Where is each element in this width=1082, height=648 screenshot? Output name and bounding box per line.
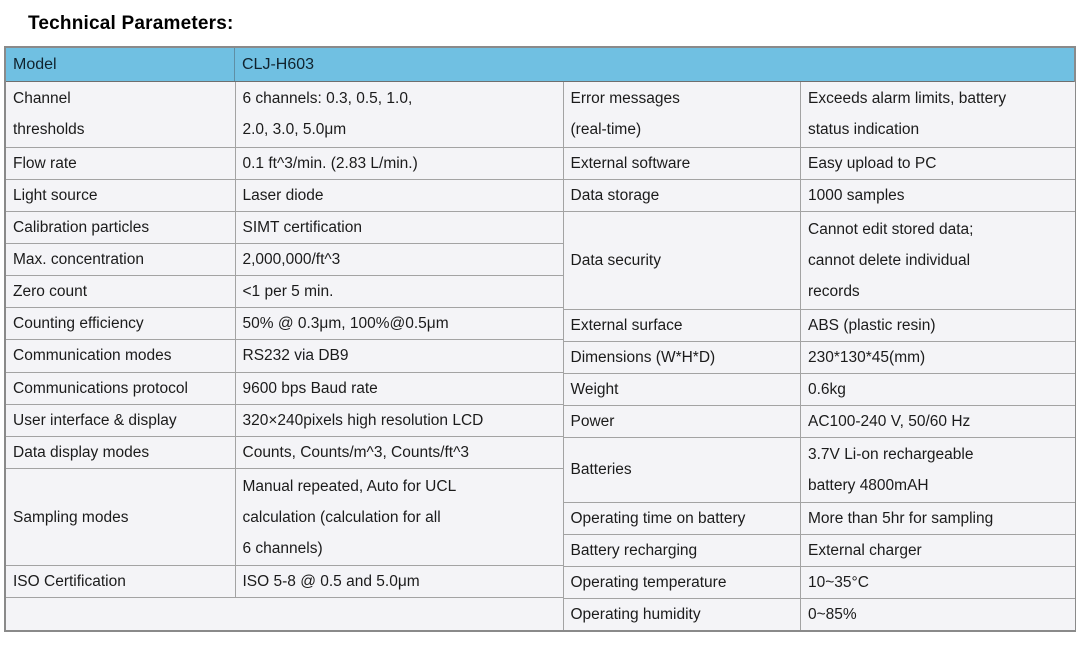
table-row: Counting efficiency 50% @ 0.3μm, 100%@0.… bbox=[6, 307, 564, 341]
param-value: 320×240pixels high resolution LCD bbox=[235, 404, 564, 437]
table-row: Data display modes Counts, Counts/m^3, C… bbox=[6, 436, 564, 469]
param-label: Data security bbox=[563, 211, 801, 310]
table-row: Data security Cannot edit stored data; c… bbox=[563, 211, 1075, 310]
table-row: Data storage 1000 samples bbox=[563, 179, 1075, 212]
param-label: User interface & display bbox=[6, 404, 236, 437]
param-value: Laser diode bbox=[235, 179, 564, 212]
param-label: Flow rate bbox=[6, 147, 236, 180]
right-spec-table: Error messages (real-time) Exceeds alarm… bbox=[563, 82, 1075, 630]
table-row: ISO Certification ISO 5-8 @ 0.5 and 5.0μ… bbox=[6, 565, 564, 599]
param-label: Operating time on battery bbox=[563, 502, 801, 535]
param-label: Power bbox=[563, 405, 801, 438]
param-value: 0.6kg bbox=[800, 373, 1075, 406]
page-title: Technical Parameters: bbox=[28, 13, 234, 34]
param-value: External charger bbox=[800, 534, 1075, 567]
param-value: 0~85% bbox=[800, 598, 1075, 630]
table-body: Channel thresholds 6 channels: 0.3, 0.5,… bbox=[6, 82, 1075, 630]
param-value: Counts, Counts/m^3, Counts/ft^3 bbox=[235, 436, 564, 469]
table-row: External software Easy upload to PC bbox=[563, 147, 1075, 180]
param-label: Counting efficiency bbox=[6, 307, 236, 341]
param-label: Max. concentration bbox=[6, 243, 236, 277]
empty-cell bbox=[6, 597, 564, 630]
table-row: Max. concentration 2,000,000/ft^3 bbox=[6, 243, 564, 277]
param-label: Batteries bbox=[563, 437, 801, 503]
param-value: Manual repeated, Auto for UCL calculatio… bbox=[235, 468, 564, 567]
param-value: 9600 bps Baud rate bbox=[235, 372, 564, 405]
table-row: Operating humidity 0~85% bbox=[563, 598, 1075, 630]
param-value: AC100-240 V, 50/60 Hz bbox=[800, 405, 1075, 438]
param-value: 3.7V Li-on rechargeable battery 4800mAH bbox=[800, 437, 1075, 503]
param-value: 10~35°C bbox=[800, 566, 1075, 599]
param-label: Error messages (real-time) bbox=[563, 82, 801, 148]
param-value: 230*130*45(mm) bbox=[800, 341, 1075, 374]
param-label: External software bbox=[563, 147, 801, 180]
param-label: Calibration particles bbox=[6, 211, 236, 245]
table-row: Error messages (real-time) Exceeds alarm… bbox=[563, 82, 1075, 148]
param-label: Light source bbox=[6, 179, 236, 212]
param-value: ISO 5-8 @ 0.5 and 5.0μm bbox=[235, 565, 564, 599]
model-header-row: Model CLJ-H603 bbox=[6, 48, 1074, 82]
param-value: 50% @ 0.3μm, 100%@0.5μm bbox=[235, 307, 564, 341]
param-label: Data storage bbox=[563, 179, 801, 212]
param-label: Weight bbox=[563, 373, 801, 406]
table-row: Channel thresholds 6 channels: 0.3, 0.5,… bbox=[6, 82, 564, 148]
param-value: Exceeds alarm limits, battery status ind… bbox=[800, 82, 1075, 148]
table-row: Power AC100-240 V, 50/60 Hz bbox=[563, 405, 1075, 438]
param-value: More than 5hr for sampling bbox=[800, 502, 1075, 535]
table-row: Batteries 3.7V Li-on rechargeable batter… bbox=[563, 437, 1075, 503]
param-value: 6 channels: 0.3, 0.5, 1.0, 2.0, 3.0, 5.0… bbox=[235, 82, 564, 148]
param-label: Channel thresholds bbox=[6, 82, 236, 148]
table-row: Communication modes RS232 via DB9 bbox=[6, 339, 564, 373]
param-value: 1000 samples bbox=[800, 179, 1075, 212]
table-row: Communications protocol 9600 bps Baud ra… bbox=[6, 372, 564, 405]
table-row: External surface ABS (plastic resin) bbox=[563, 309, 1075, 342]
table-row: Battery recharging External charger bbox=[563, 534, 1075, 567]
param-value: RS232 via DB9 bbox=[235, 339, 564, 373]
param-value: 0.1 ft^3/min. (2.83 L/min.) bbox=[235, 147, 564, 180]
param-label: Operating temperature bbox=[563, 566, 801, 599]
param-value: Easy upload to PC bbox=[800, 147, 1075, 180]
param-label: Zero count bbox=[6, 275, 236, 309]
param-value: Cannot edit stored data; cannot delete i… bbox=[800, 211, 1075, 310]
table-row: Weight 0.6kg bbox=[563, 373, 1075, 406]
param-label: ISO Certification bbox=[6, 565, 236, 599]
table-row: Zero count <1 per 5 min. bbox=[6, 275, 564, 309]
table-row-empty bbox=[6, 597, 564, 630]
table-row: Sampling modes Manual repeated, Auto for… bbox=[6, 468, 564, 567]
param-label: Operating humidity bbox=[563, 598, 801, 630]
param-value: ABS (plastic resin) bbox=[800, 309, 1075, 342]
table-row: Light source Laser diode bbox=[6, 179, 564, 212]
model-header-label: Model bbox=[6, 48, 235, 81]
param-value: SIMT certification bbox=[235, 211, 564, 245]
param-value: 2,000,000/ft^3 bbox=[235, 243, 564, 277]
param-label: Communication modes bbox=[6, 339, 236, 373]
table-row: Calibration particles SIMT certification bbox=[6, 211, 564, 245]
param-label: Communications protocol bbox=[6, 372, 236, 405]
param-label: Sampling modes bbox=[6, 468, 236, 567]
param-label: Data display modes bbox=[6, 436, 236, 469]
table-row: Flow rate 0.1 ft^3/min. (2.83 L/min.) bbox=[6, 147, 564, 180]
param-value: <1 per 5 min. bbox=[235, 275, 564, 309]
param-label: External surface bbox=[563, 309, 801, 342]
param-label: Battery recharging bbox=[563, 534, 801, 567]
table-row: Operating temperature 10~35°C bbox=[563, 566, 1075, 599]
technical-parameters-table: Model CLJ-H603 Channel thresholds 6 chan… bbox=[4, 46, 1076, 632]
param-label: Dimensions (W*H*D) bbox=[563, 341, 801, 374]
left-spec-table: Channel thresholds 6 channels: 0.3, 0.5,… bbox=[6, 82, 564, 630]
table-row: Dimensions (W*H*D) 230*130*45(mm) bbox=[563, 341, 1075, 374]
table-row: User interface & display 320×240pixels h… bbox=[6, 404, 564, 437]
model-header-value: CLJ-H603 bbox=[242, 55, 315, 73]
table-row: Operating time on battery More than 5hr … bbox=[563, 502, 1075, 535]
